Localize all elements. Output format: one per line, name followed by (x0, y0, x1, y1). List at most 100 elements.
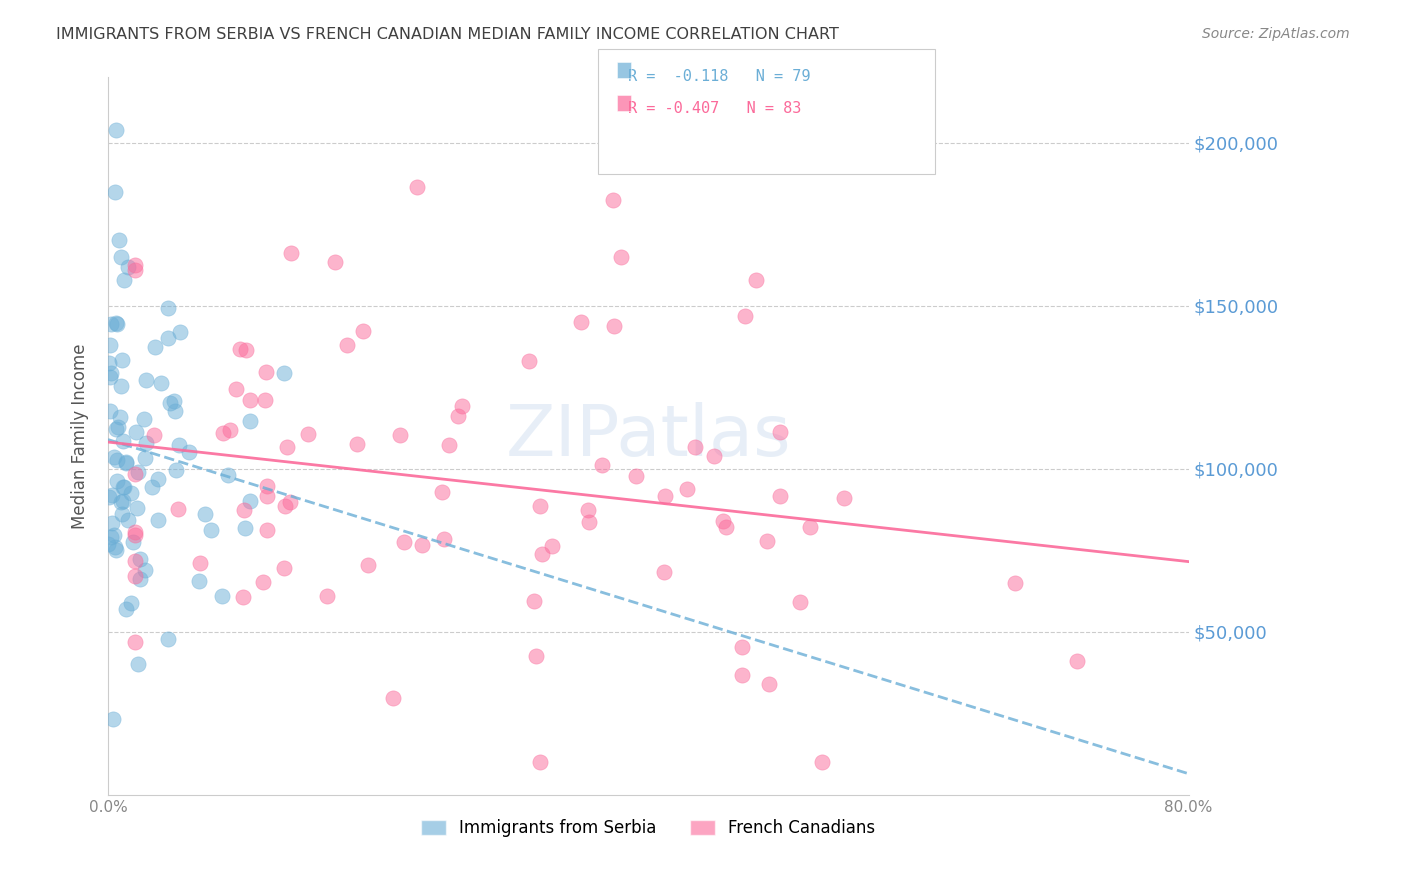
Point (654, 566, 676, 580)
Point (135, 436, 157, 450)
Point (703, 450, 725, 464)
Point (111, 507, 134, 521)
Point (97, 537, 120, 551)
Point (713, 514, 735, 528)
Point (104, 422, 127, 436)
Point (169, 438, 191, 452)
Point (100, 317, 122, 331)
Point (540, 539, 562, 553)
Point (121, 534, 143, 549)
Point (411, 539, 433, 553)
Point (276, 441, 298, 455)
Point (111, 480, 134, 494)
Point (430, 485, 453, 500)
Text: R = -0.407   N = 83: R = -0.407 N = 83 (628, 101, 801, 116)
Point (610, 250, 633, 264)
Point (280, 246, 302, 260)
Point (591, 458, 613, 472)
Point (789, 595, 811, 609)
Point (111, 352, 134, 367)
Point (105, 316, 128, 330)
Point (105, 317, 128, 331)
Point (111, 493, 134, 508)
Point (188, 556, 211, 570)
Point (517, 354, 540, 368)
Point (124, 258, 146, 272)
Point (110, 495, 132, 509)
Point (128, 572, 150, 586)
Legend: Immigrants from Serbia, French Canadians: Immigrants from Serbia, French Canadians (415, 813, 882, 844)
Point (157, 632, 180, 646)
Point (127, 500, 149, 515)
Point (200, 523, 222, 537)
Point (107, 420, 129, 434)
Point (124, 527, 146, 541)
Point (336, 338, 359, 352)
Text: R =  -0.118   N = 79: R = -0.118 N = 79 (628, 69, 811, 84)
Point (531, 547, 554, 561)
Point (569, 315, 592, 329)
Point (603, 318, 626, 333)
Point (112, 434, 135, 448)
Point (110, 250, 132, 264)
Point (125, 425, 148, 439)
Point (381, 691, 404, 706)
Point (433, 533, 456, 547)
Point (129, 552, 152, 566)
Point (167, 501, 190, 516)
Point (297, 427, 319, 442)
Point (731, 640, 754, 655)
Text: IMMIGRANTS FROM SERBIA VS FRENCH CANADIAN MEDIAN FAMILY INCOME CORRELATION CHART: IMMIGRANTS FROM SERBIA VS FRENCH CANADIA… (56, 27, 839, 42)
Point (278, 495, 301, 509)
Point (103, 450, 125, 465)
Point (228, 342, 250, 356)
Point (235, 343, 257, 358)
Point (256, 489, 278, 503)
Point (758, 677, 780, 691)
Point (103, 712, 125, 726)
Point (124, 569, 146, 583)
Point (124, 554, 146, 568)
Point (273, 366, 295, 380)
Point (439, 438, 461, 452)
Point (188, 574, 211, 589)
Point (149, 376, 172, 390)
Point (316, 589, 339, 603)
Point (406, 180, 429, 194)
Point (731, 668, 754, 682)
Point (100, 530, 122, 544)
Point (115, 455, 138, 469)
Point (100, 516, 122, 530)
Point (156, 330, 179, 344)
Point (163, 404, 186, 418)
Point (121, 486, 143, 500)
Point (239, 414, 262, 428)
Y-axis label: Median Family Income: Median Family Income (72, 343, 89, 529)
Point (110, 379, 132, 393)
Point (108, 409, 131, 424)
Point (104, 541, 127, 555)
Point (156, 301, 179, 315)
Point (112, 272, 135, 286)
Point (166, 463, 188, 477)
Point (346, 437, 368, 451)
Point (98, 338, 121, 352)
Point (273, 561, 295, 575)
Point (451, 399, 474, 413)
Point (356, 558, 378, 572)
Point (179, 445, 201, 459)
Point (146, 513, 169, 527)
Point (232, 503, 254, 517)
Point (446, 409, 468, 423)
Point (392, 535, 415, 549)
Point (799, 520, 821, 534)
Point (143, 339, 166, 353)
Point (127, 465, 149, 479)
Point (98, 490, 121, 504)
Point (97, 355, 120, 369)
Point (273, 499, 295, 513)
Point (654, 489, 676, 503)
Point (124, 263, 146, 277)
Point (745, 272, 768, 286)
Point (105, 452, 128, 467)
